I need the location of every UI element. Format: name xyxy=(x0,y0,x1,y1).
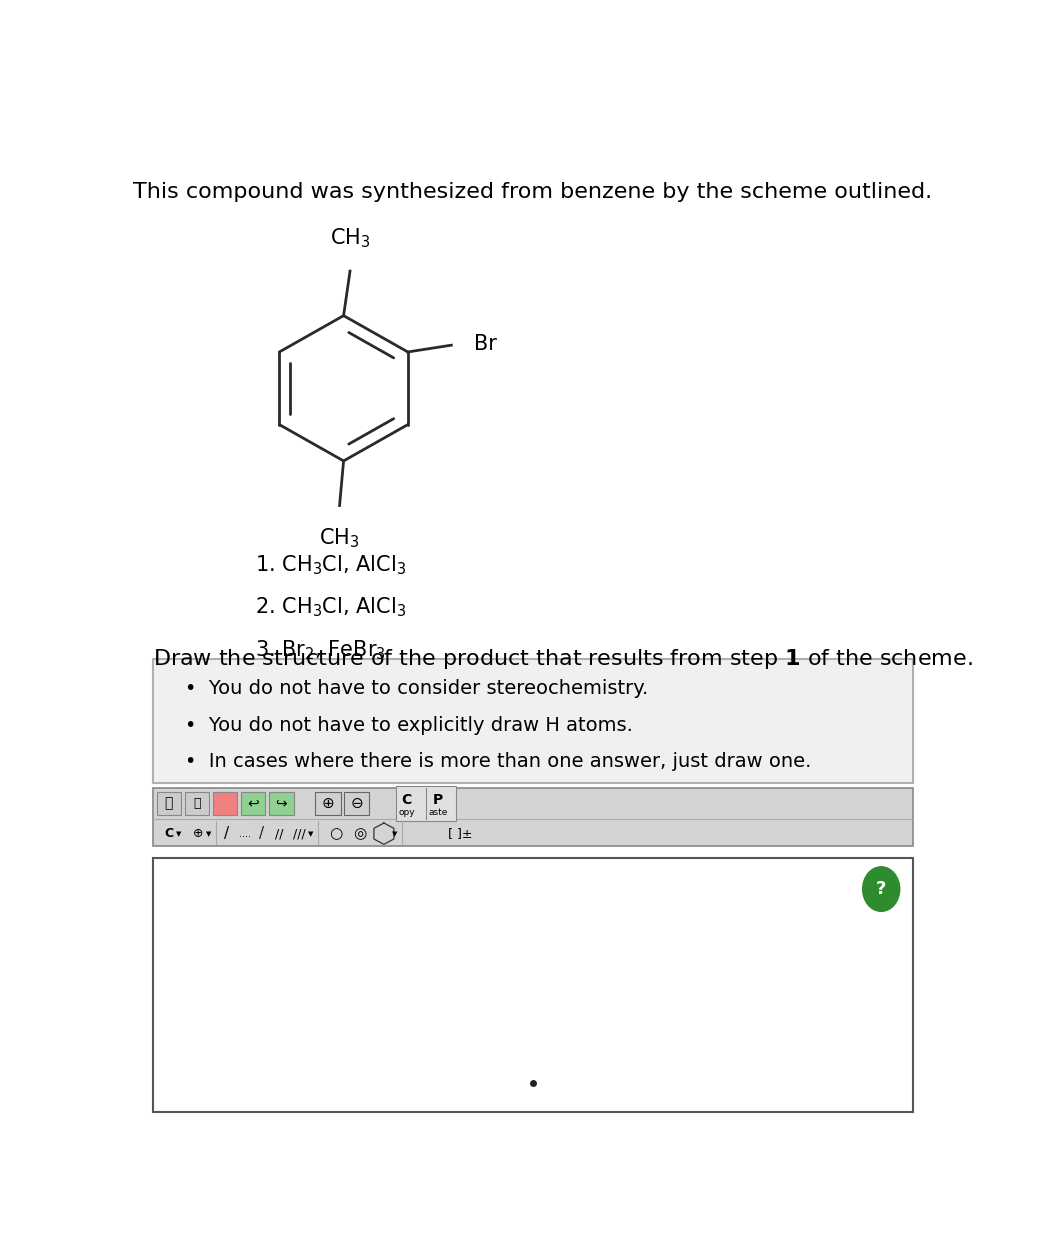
Text: ▼: ▼ xyxy=(176,830,181,837)
Text: 1. CH$_3$Cl, AlCl$_3$: 1. CH$_3$Cl, AlCl$_3$ xyxy=(255,554,407,576)
Bar xyxy=(213,791,237,815)
Bar xyxy=(213,791,237,815)
Text: This compound was synthesized from benzene by the scheme outlined.: This compound was synthesized from benze… xyxy=(133,182,933,203)
Text: CH$_3$: CH$_3$ xyxy=(319,527,360,551)
Bar xyxy=(315,791,341,815)
Text: ↩: ↩ xyxy=(248,796,259,810)
Text: ///: /// xyxy=(293,828,306,840)
Bar xyxy=(269,791,293,815)
Text: ✋: ✋ xyxy=(164,796,173,810)
Text: C: C xyxy=(164,828,174,840)
Text: ▼: ▼ xyxy=(392,830,397,837)
Text: 2. CH$_3$Cl, AlCl$_3$: 2. CH$_3$Cl, AlCl$_3$ xyxy=(255,595,407,619)
Text: aste: aste xyxy=(428,808,447,816)
Text: •  In cases where there is more than one answer, just draw one.: • In cases where there is more than one … xyxy=(185,752,811,771)
Bar xyxy=(241,791,265,815)
Text: //: // xyxy=(275,828,283,840)
Text: ○: ○ xyxy=(329,827,342,842)
Text: [ ]±: [ ]± xyxy=(448,828,473,840)
Bar xyxy=(241,791,265,815)
Bar xyxy=(153,658,913,782)
Text: ▼: ▼ xyxy=(206,830,211,837)
Text: CH$_3$: CH$_3$ xyxy=(330,226,370,250)
Text: ◎: ◎ xyxy=(354,827,366,842)
Text: ▼: ▼ xyxy=(308,830,313,837)
Text: Draw the structure of the product that results from step $\mathbf{1}$ of the sch: Draw the structure of the product that r… xyxy=(153,647,972,671)
Text: •  You do not have to consider stereochemistry.: • You do not have to consider stereochem… xyxy=(185,679,648,698)
Text: ⊕: ⊕ xyxy=(193,828,204,840)
Text: /: / xyxy=(225,827,229,842)
Circle shape xyxy=(862,867,900,911)
Text: ?: ? xyxy=(876,881,886,898)
Text: P: P xyxy=(433,793,443,806)
Text: opy: opy xyxy=(398,808,415,816)
Text: ....: .... xyxy=(239,829,252,839)
Text: ⊕: ⊕ xyxy=(322,796,335,811)
Bar xyxy=(396,786,457,821)
Bar xyxy=(157,791,181,815)
Bar xyxy=(343,791,369,815)
Text: 📋: 📋 xyxy=(193,798,201,810)
Bar xyxy=(153,789,913,847)
Text: ⊖: ⊖ xyxy=(350,796,363,811)
Text: /: / xyxy=(259,827,264,842)
Text: •  You do not have to explicitly draw H atoms.: • You do not have to explicitly draw H a… xyxy=(185,716,632,735)
Bar xyxy=(185,791,209,815)
Bar xyxy=(269,791,293,815)
Text: 3. Br$_2$, FeBr$_3$: 3. Br$_2$, FeBr$_3$ xyxy=(255,638,386,662)
Bar xyxy=(153,858,913,1112)
Text: C: C xyxy=(401,793,412,806)
Text: Br: Br xyxy=(474,335,497,355)
Text: ↪: ↪ xyxy=(276,796,287,810)
